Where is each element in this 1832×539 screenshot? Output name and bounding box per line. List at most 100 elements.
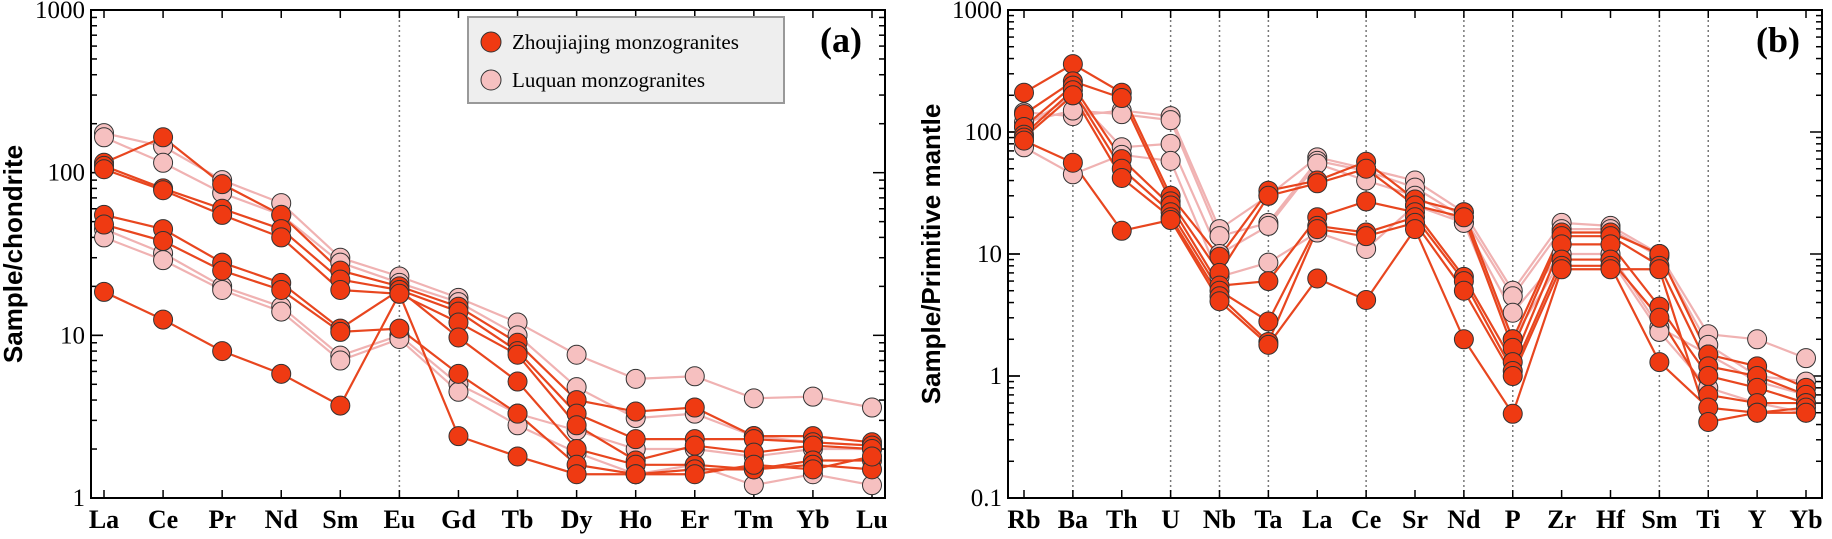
x-tick-label-ba: Ba — [1058, 505, 1088, 534]
data-point-zhou — [1502, 366, 1523, 386]
panel-a-chondrite-ree: 1 10 100 1000 La Ce Pr Nd Sm Eu Gd Tb Dy Ho Er Tm Yb Lu Sa… — [0, 0, 888, 534]
x-tick-label-y: Y — [1748, 505, 1767, 534]
data-point-zhou — [1600, 259, 1621, 280]
legend-box — [467, 16, 785, 104]
y-tick-label: 100 — [48, 160, 86, 187]
data-point-zhou — [212, 174, 233, 195]
x-tick-label-zr: Zr — [1547, 505, 1576, 534]
x-tick-label-tm: Tm — [734, 505, 773, 534]
data-point-zhou — [1551, 259, 1572, 280]
data-point-luquan — [566, 344, 587, 365]
data-point-luquan — [802, 386, 823, 407]
data-point-zhou — [94, 159, 114, 180]
legend: Zhoujiajing monzogranites Luquan monzogr… — [467, 16, 785, 104]
data-point-zhou — [1258, 271, 1279, 292]
x-tick-label-pr: Pr — [208, 505, 235, 534]
data-point-zhou — [94, 281, 114, 302]
data-point-zhou — [1111, 87, 1132, 108]
data-point-luquan — [1160, 133, 1181, 154]
x-tick-label-sm: Sm — [1641, 505, 1677, 534]
data-point-zhou — [1698, 366, 1719, 386]
series-line-luquan — [103, 236, 873, 487]
data-point-luquan — [684, 366, 705, 387]
legend-marker-luquan — [480, 69, 502, 91]
data-point-zhou — [1014, 82, 1034, 103]
data-point-zhou — [448, 327, 469, 348]
data-point-zhou — [448, 363, 469, 384]
data-point-zhou — [1356, 158, 1377, 179]
data-point-zhou — [1209, 291, 1230, 312]
x-tick-label-sm: Sm — [322, 505, 358, 534]
data-point-zhou — [1258, 334, 1279, 355]
x-tick-label-ti: Ti — [1696, 505, 1720, 534]
data-point-zhou — [566, 464, 587, 485]
data-point-zhou — [389, 283, 410, 304]
data-point-zhou — [330, 279, 351, 300]
data-point-luquan — [448, 381, 469, 402]
x-tick-label-gd: Gd — [441, 505, 476, 534]
series-line-luquan — [1023, 109, 1807, 383]
data-point-zhou — [1453, 280, 1474, 301]
data-point-zhou — [1307, 173, 1328, 194]
data-point-luquan — [330, 350, 351, 371]
y-tick-label: 10 — [60, 322, 85, 349]
x-tick-label-th: Th — [1106, 505, 1138, 534]
data-point-zhou — [1649, 352, 1670, 373]
x-tick-label-ho: Ho — [619, 505, 652, 534]
x-tick-label-ta: Ta — [1254, 505, 1282, 534]
data-point-luquan — [1747, 329, 1768, 350]
y-tick-label: 1000 — [952, 0, 1002, 24]
x-tick-label-eu: Eu — [383, 505, 415, 534]
data-point-zhou — [212, 341, 233, 362]
x-tick-label-p: P — [1505, 505, 1521, 534]
data-point-luquan — [94, 127, 114, 148]
data-point-zhou — [684, 464, 705, 485]
data-point-zhou — [625, 401, 646, 422]
y-tick-label: 0.1 — [971, 485, 1002, 512]
x-tick-label-tb: Tb — [502, 505, 534, 534]
data-point-luquan — [1160, 110, 1181, 131]
data-point-zhou — [684, 397, 705, 418]
data-point-zhou — [1356, 191, 1377, 212]
data-point-zhou — [153, 180, 174, 201]
data-point-zhou — [507, 344, 528, 365]
data-point-zhou — [1649, 259, 1670, 280]
data-point-zhou — [271, 227, 292, 248]
data-point-zhou — [153, 309, 174, 330]
x-tick-label-yb: Yb — [796, 505, 829, 534]
data-point-zhou — [1307, 268, 1328, 289]
data-point-zhou — [1453, 329, 1474, 350]
data-point-zhou — [1747, 402, 1768, 423]
x-tick-label-la: La — [1302, 505, 1332, 534]
data-point-zhou — [1014, 130, 1034, 151]
data-point-zhou — [1698, 411, 1719, 432]
data-point-zhou — [1111, 220, 1132, 241]
legend-label-luquan: Luquan monzogranites — [512, 68, 705, 92]
x-tick-label-yb: Yb — [1789, 505, 1822, 534]
data-point-luquan — [862, 397, 882, 418]
x-tick-label-u: U — [1161, 505, 1180, 534]
data-point-zhou — [1453, 207, 1474, 228]
data-point-zhou — [94, 214, 114, 235]
data-point-luquan — [271, 301, 292, 322]
data-point-luquan — [1796, 348, 1816, 369]
data-point-zhou — [802, 459, 823, 480]
x-tick-label-lu: Lu — [856, 505, 888, 534]
data-point-zhou — [1356, 226, 1377, 247]
data-point-luquan — [743, 388, 764, 409]
x-tick-label-nd: Nd — [265, 505, 299, 534]
data-point-zhou — [1258, 185, 1279, 206]
data-point-luquan — [1160, 150, 1181, 171]
data-point-zhou — [1307, 219, 1328, 240]
data-point-luquan — [1258, 252, 1279, 273]
data-point-zhou — [271, 279, 292, 300]
y-axis-title: Sample/Primitive mantle — [916, 104, 946, 405]
data-point-luquan — [153, 152, 174, 173]
legend-marker-zhoujiajing — [480, 31, 502, 53]
data-point-zhou — [862, 446, 882, 467]
y-tick-label: 10 — [977, 241, 1002, 268]
data-point-zhou — [1111, 167, 1132, 188]
data-point-zhou — [1502, 403, 1523, 424]
panel-label: (b) — [1756, 20, 1800, 60]
